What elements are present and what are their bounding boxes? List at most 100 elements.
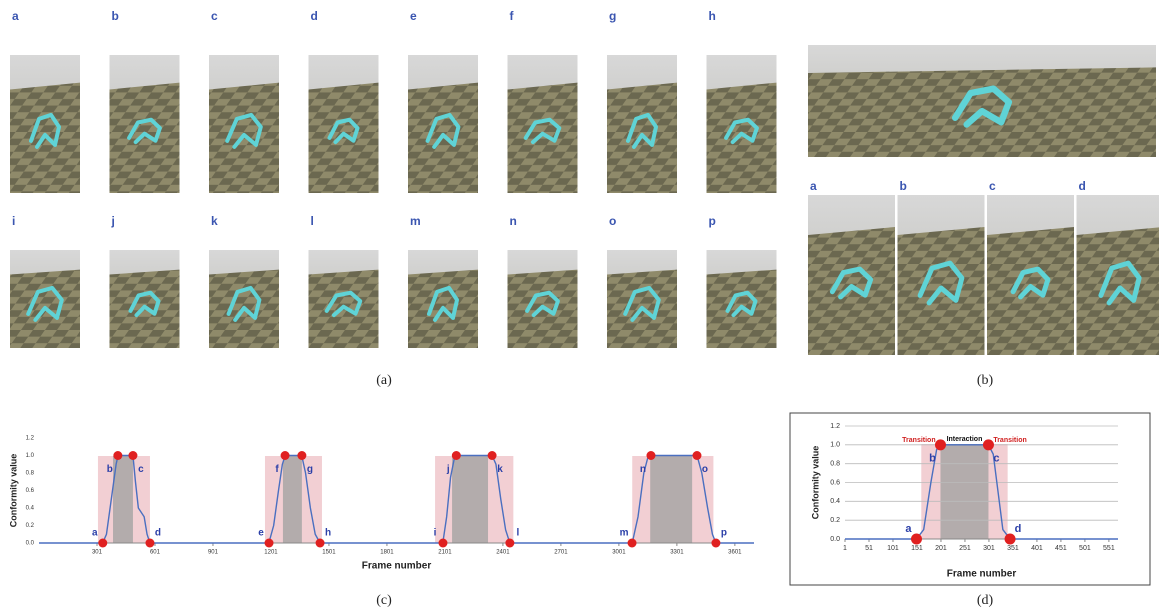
interaction-band [650,456,692,543]
x-tick-label: 1201 [264,550,278,556]
key-frame-label: c [993,453,999,465]
frame-label: a [12,9,19,23]
x-tick-label: 3601 [728,550,742,556]
floor [508,83,578,193]
key-frame-marker [145,539,154,548]
frame-label: m [410,214,421,228]
render-frame [987,195,1074,355]
render-frame [508,55,578,193]
x-tick-label: 101 [887,545,899,552]
render-frame [209,55,279,193]
interaction-band [452,456,488,543]
frame-label: b [900,179,907,193]
key-frame-marker [438,539,447,548]
y-tick-label: 1.2 [830,423,840,430]
key-frame-marker [1005,534,1016,545]
y-tick-label: 0.8 [26,471,35,477]
x-axis-label: Frame number [947,569,1017,580]
x-axis-label: Frame number [362,561,432,572]
key-frame-marker [452,451,461,460]
y-tick-label: 1.2 [26,436,35,442]
caption-d: (d) [977,593,994,608]
key-frame-marker [935,439,946,450]
y-tick-label: 0.6 [830,479,840,486]
key-frame-marker [128,451,137,460]
x-tick-label: 501 [1079,545,1091,552]
x-tick-label: 51 [865,545,873,552]
render-frame [110,250,180,348]
y-tick-label: 1.0 [830,442,840,449]
key-frame-marker [281,451,290,460]
y-tick-label: 0.4 [26,506,35,512]
frame-label: b [112,9,119,23]
y-axis-label: Conformity value [810,446,820,520]
x-tick-label: 551 [1103,545,1115,552]
render-frame [1077,195,1159,355]
key-frame-marker [983,439,994,450]
x-tick-label: 151 [911,545,923,552]
key-frame-label: o [702,464,708,475]
frame-label: k [211,214,218,228]
key-frame-label: d [1015,523,1022,535]
frame-label: p [709,214,716,228]
render-frame [707,55,777,193]
render-frame [10,55,80,193]
key-frame-label: a [905,523,912,535]
frame-label: i [12,214,15,228]
key-frame-label: l [516,528,519,539]
key-frame-label: e [258,528,264,539]
annotation: Transition [902,437,935,444]
render-frame [898,195,985,355]
key-frame-label: p [721,528,727,539]
render-frame [408,55,478,193]
render-frame [309,55,379,193]
frame-label: n [510,214,517,228]
floor [309,83,379,193]
render-frame [707,250,777,348]
floor [808,227,895,355]
key-frame-label: h [325,528,331,539]
floor [987,227,1074,355]
annotation: Interaction [947,436,983,443]
x-tick-label: 901 [208,550,219,556]
frame-label: g [609,9,616,23]
key-frame-label: a [92,528,98,539]
key-frame-marker [911,534,922,545]
frame-label: j [111,214,115,228]
floor [707,83,777,193]
key-frame-label: c [138,464,144,475]
key-frame-marker [646,451,655,460]
key-frame-marker [628,539,637,548]
y-tick-label: 0.8 [830,461,840,468]
frame-label: o [609,214,616,228]
x-tick-label: 1801 [380,550,394,556]
x-tick-label: 401 [1031,545,1043,552]
interaction-band [940,444,988,539]
key-frame-label: b [107,464,113,475]
render-frame [309,250,379,348]
x-tick-label: 1501 [322,550,336,556]
x-tick-label: 601 [150,550,161,556]
frame-label: d [1079,179,1086,193]
frame-label: e [410,9,417,23]
frame-label: c [211,9,218,23]
key-frame-label: j [446,464,450,475]
x-tick-label: 301 [92,550,103,556]
x-tick-label: 301 [983,545,995,552]
render-frame [408,250,478,348]
y-tick-label: 0.2 [830,517,840,524]
key-frame-marker [692,451,701,460]
interaction-band [283,456,302,543]
floor [110,83,180,193]
x-tick-label: 2101 [438,550,452,556]
annotation: Transition [993,437,1026,444]
key-frame-marker [316,539,325,548]
key-frame-label: k [497,464,503,475]
key-frame-marker [265,539,274,548]
key-frame-label: i [434,528,437,539]
frame-label: h [709,9,716,23]
key-frame-label: m [620,528,629,539]
key-frame-marker [113,451,122,460]
key-frame-marker [711,539,720,548]
frame-label: c [989,179,996,193]
